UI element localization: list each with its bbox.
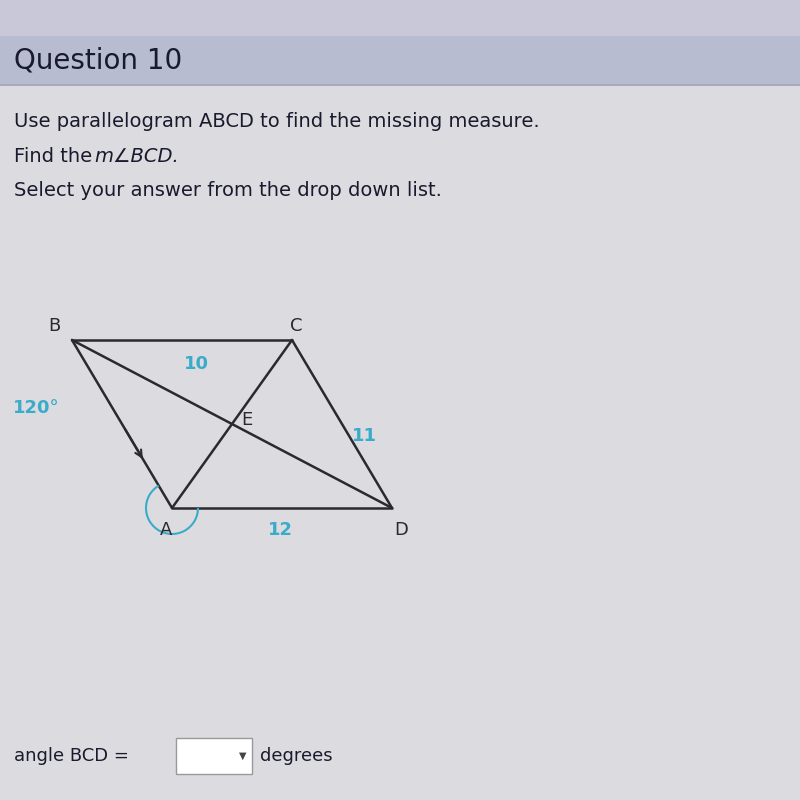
Text: Question 10: Question 10 bbox=[14, 46, 182, 74]
Text: Use parallelogram ABCD to find the missing measure.: Use parallelogram ABCD to find the missi… bbox=[14, 112, 540, 131]
Text: E: E bbox=[241, 411, 252, 429]
Text: degrees: degrees bbox=[260, 747, 333, 765]
Text: 11: 11 bbox=[351, 427, 377, 445]
Text: Find the: Find the bbox=[14, 146, 98, 166]
FancyBboxPatch shape bbox=[176, 738, 252, 774]
Text: B: B bbox=[48, 317, 61, 334]
Text: 10: 10 bbox=[183, 355, 209, 373]
Text: D: D bbox=[394, 522, 409, 539]
Text: 12: 12 bbox=[267, 521, 293, 538]
Text: C: C bbox=[290, 317, 302, 334]
Text: 120°: 120° bbox=[13, 399, 59, 417]
Text: angle BCD =: angle BCD = bbox=[14, 747, 130, 765]
Bar bbox=[0, 84, 800, 86]
Text: m∠BCD.: m∠BCD. bbox=[94, 146, 179, 166]
Bar bbox=[0, 36, 800, 84]
Text: A: A bbox=[159, 522, 172, 539]
Bar bbox=[0, 0, 800, 36]
Text: Select your answer from the drop down list.: Select your answer from the drop down li… bbox=[14, 181, 442, 200]
Text: ▼: ▼ bbox=[238, 751, 246, 761]
